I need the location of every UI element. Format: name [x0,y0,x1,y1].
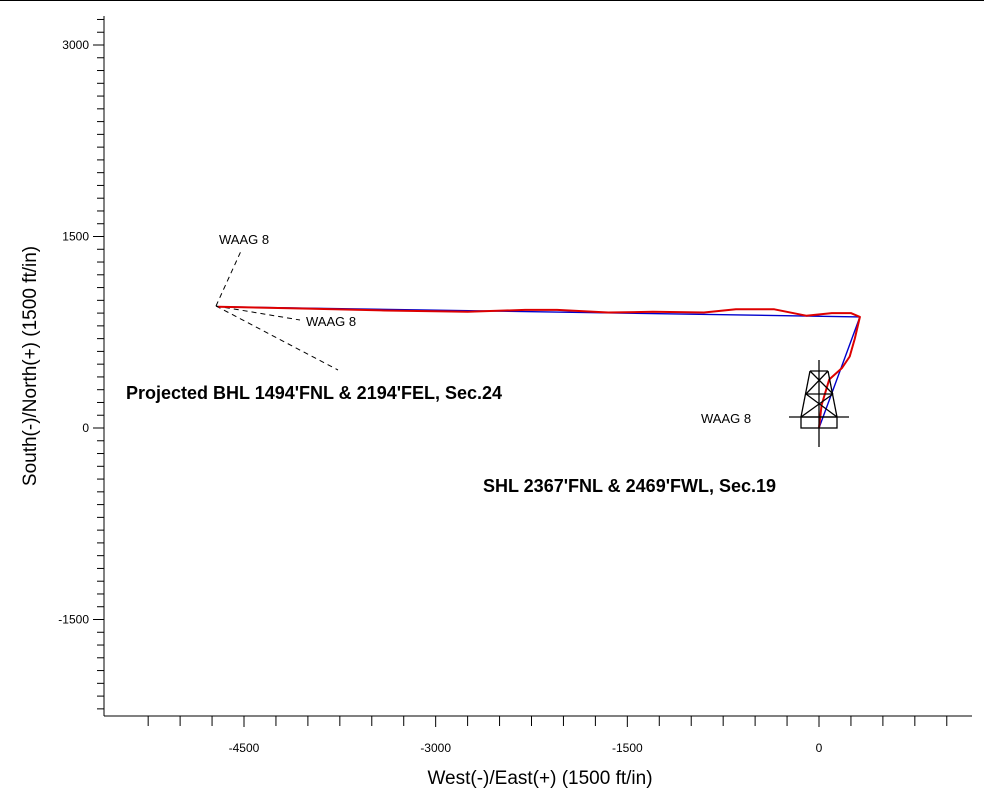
y-tick-label: 3000 [62,38,89,52]
leader-line-upper [215,250,242,307]
annotation-shl: SHL 2367'FNL & 2469'FWL, Sec.19 [483,476,776,496]
annotation-waag8-rig: WAAG 8 [701,411,751,426]
x-tick-labels: -4500 -3000 -1500 0 [229,741,823,755]
annotation-waag8-mid: WAAG 8 [306,314,356,329]
x-tick-label: 0 [816,741,823,755]
y-tick-label: -1500 [58,613,89,627]
x-tick-label: -4500 [229,741,260,755]
x-axis-title: West(-)/East(+) (1500 ft/in) [427,768,652,789]
y-tick-labels: 3000 1500 0 -1500 [58,38,89,627]
y-axis-title: South(-)/North(+) (1500 ft/in) [20,246,41,486]
series-group [218,305,861,429]
annotation-waag8-upper: WAAG 8 [219,232,269,247]
y-tick-label: 1500 [62,230,89,244]
series-line-1 [218,305,861,429]
top-border [0,0,984,1]
leader-line-bhl [215,305,339,371]
x-tick-label: -3000 [420,741,451,755]
y-tick-label: 0 [82,421,89,435]
drilling-rig-icon [789,360,849,447]
y-ticks [93,18,104,710]
x-ticks [147,716,948,727]
x-tick-label: -1500 [612,741,643,755]
annotation-bhl: Projected BHL 1494'FNL & 2194'FEL, Sec.2… [126,383,502,403]
